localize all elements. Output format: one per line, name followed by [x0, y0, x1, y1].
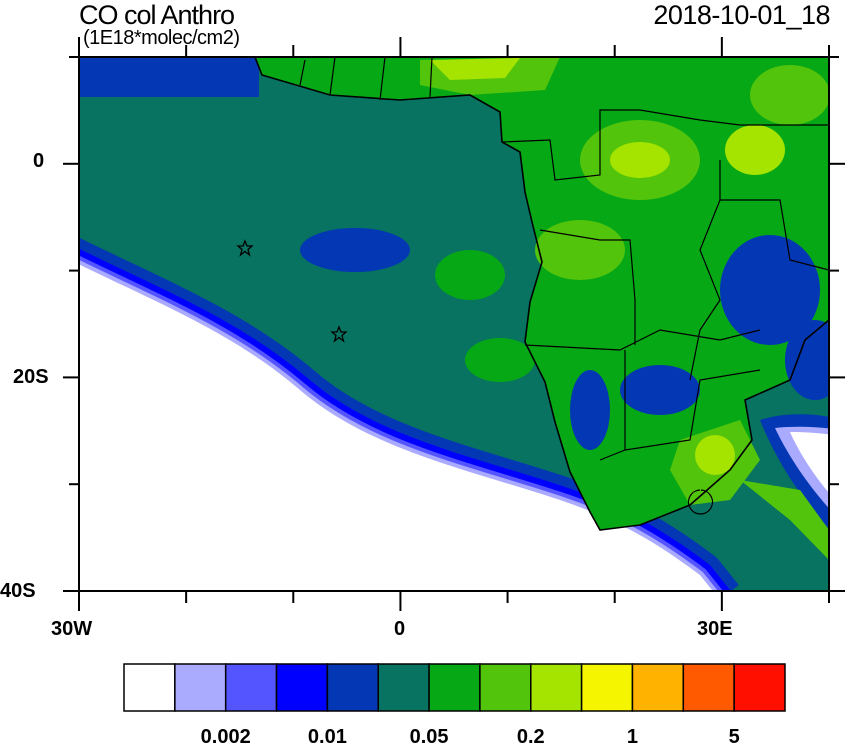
colorbar-label: 5	[728, 726, 740, 748]
colorbar-swatch	[224, 663, 278, 712]
colorbar-label: 0.002	[200, 726, 251, 748]
x-tick-label: 30E	[697, 618, 733, 640]
colorbar-label: 1	[626, 726, 639, 748]
colorbar-swatch	[174, 663, 227, 712]
colorbar-swatch	[733, 663, 786, 712]
colorbar-swatch	[275, 663, 329, 712]
y-tick-label: 40S	[0, 580, 36, 602]
colorbar-label: 0.2	[516, 726, 545, 748]
clean-air-region	[79, 264, 713, 591]
colorbar-label: 0.05	[409, 726, 449, 748]
colorbar-swatch	[377, 663, 430, 712]
colorbar-swatch	[479, 663, 532, 712]
x-tick-label: 0	[394, 618, 406, 640]
y-tick-label: 0	[33, 150, 45, 172]
y-tick-label: 20S	[13, 366, 49, 388]
plot-frame	[78, 56, 830, 592]
country-borders	[299, 57, 829, 515]
star-marker	[330, 325, 348, 343]
coastline	[254, 57, 829, 531]
colorbar-label: 0.01	[307, 726, 347, 748]
colorbar-swatch	[580, 663, 634, 712]
x-tick-label: 30W	[51, 618, 93, 640]
map-field	[79, 57, 829, 591]
plot-units: (1E18*molec/cm2)	[83, 27, 240, 49]
colorbar-swatch	[326, 663, 379, 712]
colorbar-swatch	[123, 663, 176, 712]
plot-title: CO col Anthro	[79, 0, 235, 30]
axis-ticks	[63, 37, 845, 611]
plot-timestamp: 2018-10-01_18	[653, 0, 830, 30]
ocean-low-patch	[300, 228, 410, 272]
colorbar-swatch	[631, 663, 685, 712]
colorbar-swatch	[530, 663, 583, 712]
colorbar	[123, 663, 786, 712]
colorbar-swatch	[682, 663, 735, 712]
colorbar-swatch	[428, 663, 481, 712]
star-marker	[236, 239, 254, 257]
